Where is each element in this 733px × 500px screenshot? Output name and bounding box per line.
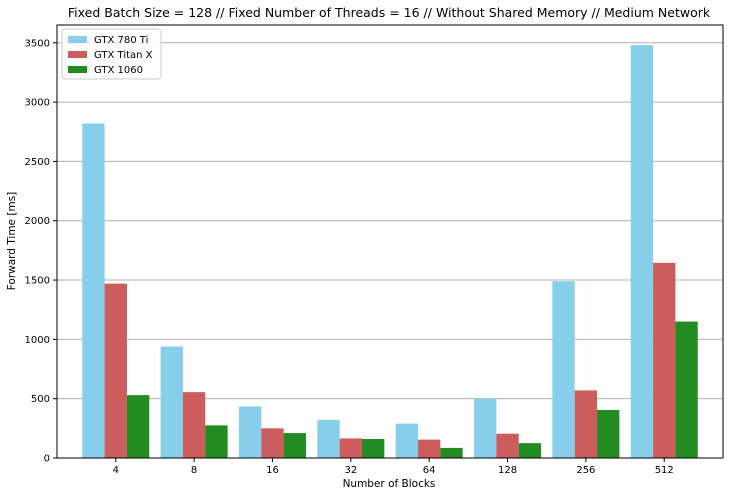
legend: GTX 780 Ti GTX Titan X GTX 1060 (61, 28, 162, 80)
x-tick-label: 32 (344, 465, 357, 476)
bar-gtx-titan-x-256 (574, 390, 598, 458)
y-tick-label: 2500 (25, 157, 50, 168)
legend-label: GTX 1060 (94, 65, 143, 76)
bar-gtx-titan-x-8 (182, 392, 206, 458)
y-tick-label: 500 (31, 394, 50, 405)
y-tick-label: 1000 (25, 335, 50, 346)
bar-gtx-1060-32 (361, 439, 385, 458)
bar-gtx-1060-8 (205, 425, 228, 458)
y-tick-label: 2000 (25, 216, 50, 227)
bar-gtx-1060-256 (597, 409, 620, 458)
x-tick-label: 64 (423, 465, 436, 476)
legend-swatch (68, 66, 87, 73)
x-tick-label: 8 (191, 465, 197, 476)
y-tick-label: 3000 (25, 98, 50, 109)
bar-gtx-780-ti-32 (317, 420, 340, 458)
legend-swatch (68, 36, 87, 43)
y-axis-ticks: 0 500 1000 1500 2000 2500 3000 3500 (25, 38, 57, 465)
bar-gtx-titan-x-16 (261, 428, 284, 458)
bar-gtx-1060-128 (518, 443, 542, 458)
legend-label: GTX 780 Ti (94, 35, 148, 46)
legend-swatch (68, 51, 87, 58)
x-tick-label: 4 (113, 465, 119, 476)
bar-gtx-780-ti-16 (238, 406, 262, 458)
bar-gtx-titan-x-4 (104, 283, 127, 458)
bar-gtx-780-ti-512 (630, 45, 654, 459)
bars (82, 45, 698, 459)
bar-gtx-titan-x-128 (496, 433, 519, 458)
bar-gtx-780-ti-128 (474, 398, 497, 458)
legend-label: GTX Titan X (94, 50, 153, 61)
y-axis-label: Forward Time [ms] (6, 192, 18, 291)
x-tick-label: 512 (655, 465, 674, 476)
bar-gtx-titan-x-64 (418, 439, 441, 458)
bar-gtx-780-ti-64 (395, 423, 419, 458)
gridlines (57, 42, 723, 400)
x-axis-ticks: 4 8 16 32 64 128 256 512 (113, 458, 674, 476)
x-tick-label: 16 (266, 465, 279, 476)
bar-gtx-titan-x-512 (653, 262, 676, 458)
x-tick-label: 256 (576, 465, 595, 476)
x-tick-label: 128 (498, 465, 517, 476)
y-tick-label: 0 (44, 454, 50, 465)
bar-gtx-780-ti-4 (82, 123, 105, 458)
bar-gtx-1060-4 (126, 395, 150, 458)
y-tick-label: 3500 (25, 38, 50, 49)
bar-gtx-1060-512 (675, 321, 698, 458)
bar-gtx-1060-64 (440, 447, 463, 458)
bar-gtx-780-ti-256 (552, 281, 575, 458)
bar-gtx-780-ti-8 (160, 346, 183, 458)
x-axis-label: Number of Blocks (343, 478, 436, 490)
y-tick-label: 1500 (25, 276, 50, 287)
chart-title: Fixed Batch Size = 128 // Fixed Number o… (68, 5, 711, 20)
plot-frame (56, 24, 724, 459)
bar-gtx-1060-16 (283, 433, 306, 458)
bar-gtx-titan-x-32 (339, 438, 362, 458)
